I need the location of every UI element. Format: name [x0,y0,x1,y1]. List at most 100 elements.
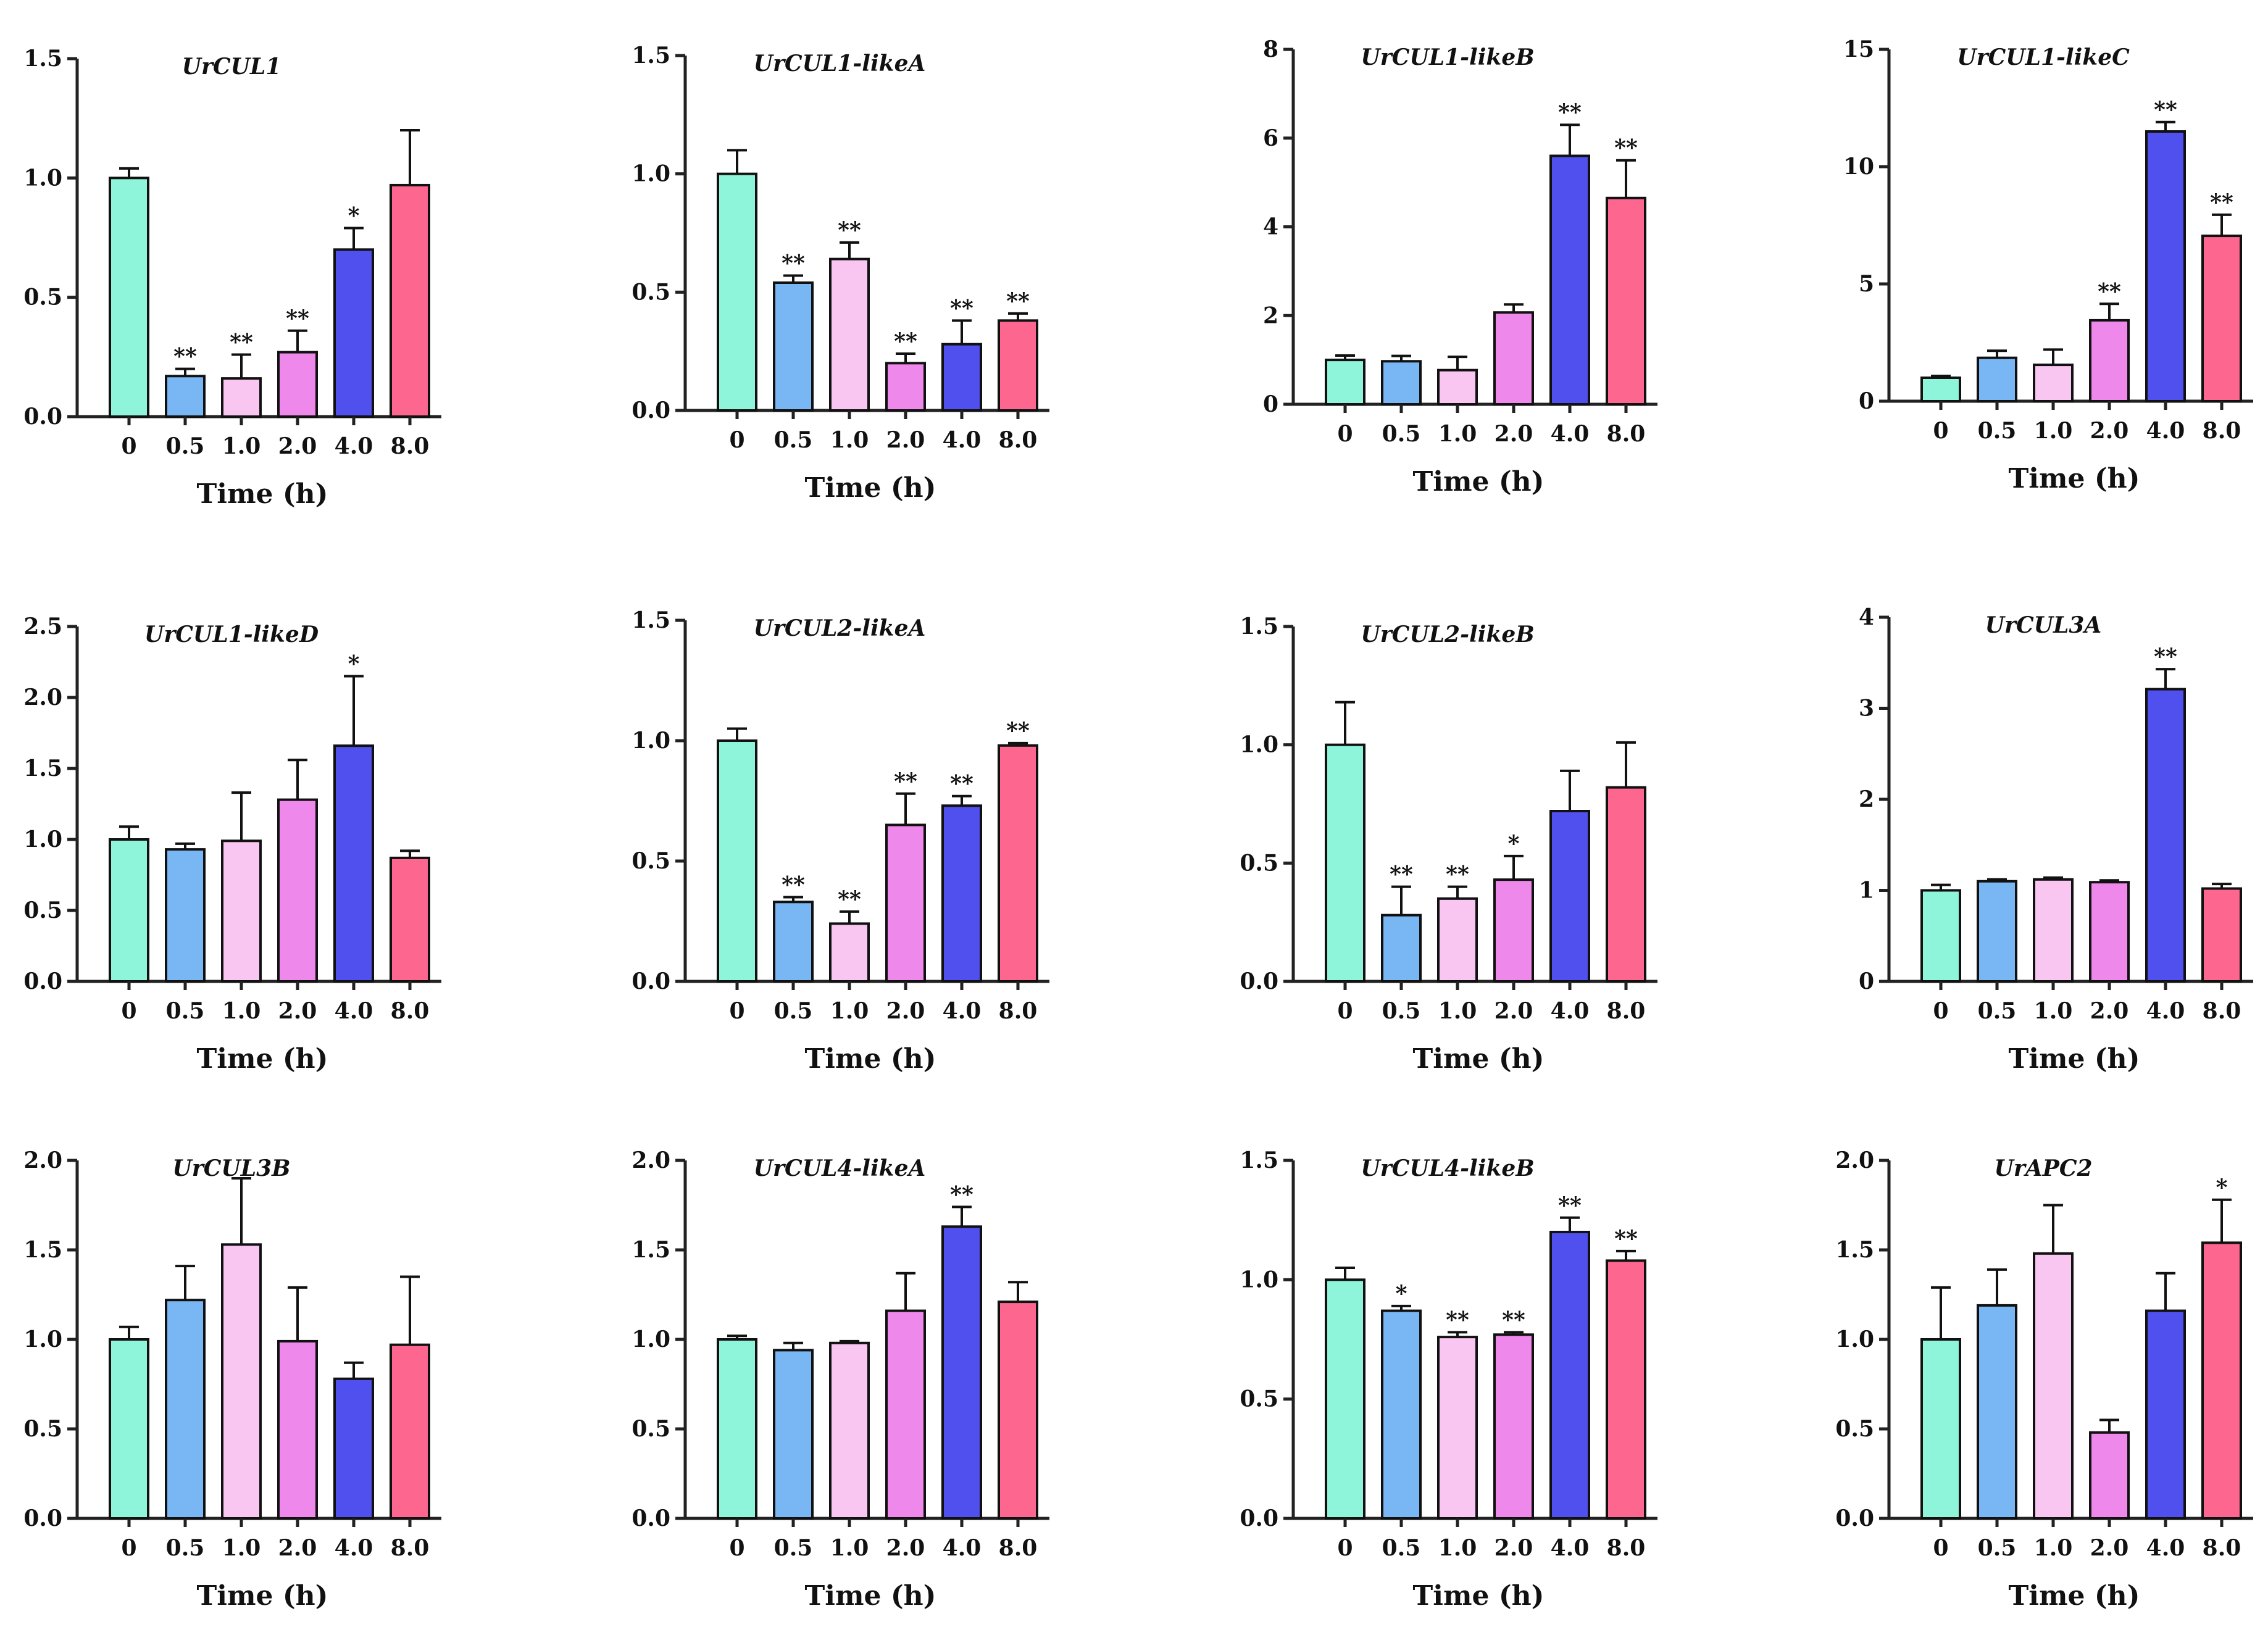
x-axis-label: Time (h) [805,472,936,504]
bar [1437,897,1478,983]
chart-panel: UrCUL2-likeB 0.0 0.5 1.0 1.5 0 ** 0.5 ** 1.0 * 2.0 4… [1240,614,1657,1075]
bar [2201,887,2242,983]
bar [2089,318,2130,403]
x-tick-label: 0 [1933,1535,1948,1561]
y-tick-label: 2 [1263,302,1278,328]
bar [1493,311,1534,406]
x-axis-label: Time (h) [805,1580,936,1612]
x-tick-label: 0 [1337,998,1353,1024]
y-tick-label: 1 [1859,878,1874,904]
x-tick-label: 1.0 [1438,1535,1477,1561]
x-tick-label: 8.0 [391,433,430,459]
x-tick-label: 0 [121,1535,136,1561]
bar [773,281,814,412]
bar [998,744,1038,983]
bar [829,257,870,412]
y-tick-label: 2.0 [632,1147,670,1173]
x-tick-label: 2.0 [2090,1535,2129,1561]
y-tick-label: 1.0 [23,165,62,191]
bar [998,319,1038,412]
significance-label: * [348,203,360,229]
y-tick-label: 0.0 [23,404,62,430]
significance-label: ** [894,328,917,354]
y-tick-label: 0.5 [1240,1386,1278,1412]
x-tick-label: 0 [121,433,136,459]
bar [390,856,430,983]
x-tick-label: 8.0 [999,998,1038,1024]
bar [1381,360,1422,406]
chart-panel: UrCUL4-likeA 0.0 0.5 1.0 1.5 2.0 0 0.5 1.0 2.0 ** 4… [632,1147,1049,1612]
chart-panel: UrCUL3A 0 1 2 3 4 0 0.5 1.0 2.0 ** 4.0 8.0 Time (h) [1859,604,2253,1075]
x-tick-label: 8.0 [2203,418,2241,444]
bar [2089,881,2130,983]
y-tick-label: 2.0 [1835,1147,1874,1173]
significance-label: ** [2210,189,2233,215]
x-tick-label: 8.0 [1607,421,1646,447]
x-axis-label: Time (h) [197,478,328,510]
chart-title: UrCUL4-likeA [754,1155,926,1181]
x-tick-label: 0.5 [1382,421,1421,447]
x-tick-label: 2.0 [1495,1535,1533,1561]
y-tick-label: 0.0 [632,1505,670,1531]
bar [109,177,149,418]
y-tick-label: 1.5 [23,1237,62,1263]
x-tick-label: 1.0 [2034,998,2073,1024]
x-tick-label: 0.5 [774,998,813,1024]
bar [333,744,374,983]
x-axis-label: Time (h) [197,1580,328,1612]
x-tick-label: 4.0 [1551,1535,1590,1561]
chart-title: UrCUL1-likeC [1957,44,2130,70]
bar [773,901,814,983]
x-tick-label: 8.0 [2203,998,2241,1024]
significance-label: ** [2154,97,2177,123]
significance-label: * [2216,1175,2228,1201]
x-tick-label: 0 [1933,998,1948,1024]
bar [1606,1259,1646,1520]
x-tick-label: 1.0 [222,1535,261,1561]
bar [941,1225,982,1520]
x-tick-label: 0 [1337,1535,1353,1561]
y-tick-label: 0.5 [23,285,62,310]
x-tick-label: 0.5 [1382,1535,1421,1561]
x-tick-label: 1.0 [222,998,261,1024]
x-tick-label: 0 [729,427,744,453]
significance-label: ** [950,295,973,321]
bar [165,848,206,983]
x-axis-label: Time (h) [2009,1043,2140,1075]
y-tick-label: 0.0 [1240,968,1278,994]
bar [1549,1231,1590,1520]
y-tick-label: 1.5 [1240,614,1278,639]
significance-label: ** [1614,135,1638,161]
significance-label: ** [1006,718,1030,744]
significance-label: ** [1390,862,1413,888]
x-tick-label: 2.0 [278,998,317,1024]
x-tick-label: 4.0 [943,998,982,1024]
chart-title: UrCUL3A [1985,612,2102,638]
x-tick-label: 0 [1337,421,1353,447]
x-tick-label: 0.5 [166,433,205,459]
y-tick-label: 3 [1859,696,1874,722]
chart-panel: UrCUL1-likeB 0 2 4 6 8 0 0.5 1.0 2.0 ** 4.0 ** 8.0 Tim… [1263,36,1657,497]
significance-label: ** [173,344,197,370]
significance-label: * [1396,1281,1407,1307]
x-axis-label: Time (h) [197,1043,328,1075]
bar [333,1377,374,1520]
bar [165,375,206,418]
chart-panel: UrCUL4-likeB 0.0 0.5 1.0 1.5 0 * 0.5 ** 1.0 ** 2.0 *… [1240,1147,1657,1612]
y-tick-label: 5 [1859,271,1874,297]
significance-label: ** [1006,288,1030,314]
y-tick-label: 1.5 [632,43,670,69]
x-tick-label: 8.0 [999,1535,1038,1561]
bar [1325,1278,1365,1520]
x-tick-label: 2.0 [2090,418,2129,444]
y-tick-label: 6 [1263,125,1278,151]
x-tick-label: 2.0 [886,998,925,1024]
x-tick-label: 1.0 [222,433,261,459]
bar [390,1343,430,1520]
bar [2145,1309,2186,1520]
bar [390,183,430,418]
x-tick-label: 1.0 [1438,998,1477,1024]
significance-label: ** [230,329,253,355]
bar [717,172,757,412]
significance-label: ** [894,768,917,794]
